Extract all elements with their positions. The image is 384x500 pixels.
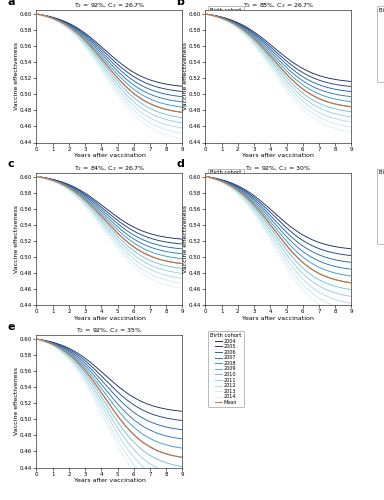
Text: b: b	[176, 0, 184, 6]
X-axis label: Years after vaccination: Years after vaccination	[242, 153, 314, 158]
Y-axis label: Vaccine effectiveness: Vaccine effectiveness	[183, 42, 188, 110]
Text: d: d	[176, 159, 184, 169]
Title: T$_2$ = 92%, C$_2$ = 26.7%: T$_2$ = 92%, C$_2$ = 26.7%	[74, 1, 145, 10]
Y-axis label: Vaccine effectiveness: Vaccine effectiveness	[14, 205, 19, 273]
Legend: 2004, 2005, 2006, 2007, 2008, 2009, 2010, 2011, 2012, 2013, 2014, Mean: 2004, 2005, 2006, 2007, 2008, 2009, 2010…	[377, 6, 384, 82]
Y-axis label: Vaccine effectiveness: Vaccine effectiveness	[14, 42, 19, 110]
Title: T$_2$ = 92%, C$_2$ = 35%: T$_2$ = 92%, C$_2$ = 35%	[76, 326, 142, 335]
X-axis label: Years after vaccination: Years after vaccination	[242, 316, 314, 320]
Text: c: c	[7, 159, 14, 169]
Y-axis label: Vaccine effectiveness: Vaccine effectiveness	[14, 367, 19, 435]
Legend: 2004, 2005, 2006, 2007, 2008, 2009, 2010, 2011, 2012, 2013, 2014, Mean: 2004, 2005, 2006, 2007, 2008, 2009, 2010…	[209, 6, 244, 82]
X-axis label: Years after vaccination: Years after vaccination	[73, 316, 146, 320]
X-axis label: Years after vaccination: Years after vaccination	[73, 478, 146, 483]
Title: T$_2$ = 84%, C$_2$ = 26.7%: T$_2$ = 84%, C$_2$ = 26.7%	[74, 164, 145, 172]
Text: a: a	[7, 0, 15, 6]
Legend: 2004, 2005, 2006, 2007, 2008, 2009, 2010, 2011, 2012, 2013, 2014, Mean: 2004, 2005, 2006, 2007, 2008, 2009, 2010…	[209, 168, 244, 244]
Title: T$_2$ = 92%, C$_2$ = 30%: T$_2$ = 92%, C$_2$ = 30%	[245, 164, 311, 172]
X-axis label: Years after vaccination: Years after vaccination	[73, 153, 146, 158]
Legend: 2004, 2005, 2006, 2007, 2008, 2009, 2010, 2011, 2012, 2013, 2014, Mean: 2004, 2005, 2006, 2007, 2008, 2009, 2010…	[209, 331, 244, 407]
Title: T$_2$ = 88%, C$_2$ = 26.7%: T$_2$ = 88%, C$_2$ = 26.7%	[243, 1, 314, 10]
Y-axis label: Vaccine effectiveness: Vaccine effectiveness	[183, 205, 188, 273]
Legend: 2004, 2005, 2006, 2007, 2008, 2009, 2010, 2011, 2012, 2013, 2014, Mean: 2004, 2005, 2006, 2007, 2008, 2009, 2010…	[377, 168, 384, 244]
Text: e: e	[7, 322, 15, 332]
